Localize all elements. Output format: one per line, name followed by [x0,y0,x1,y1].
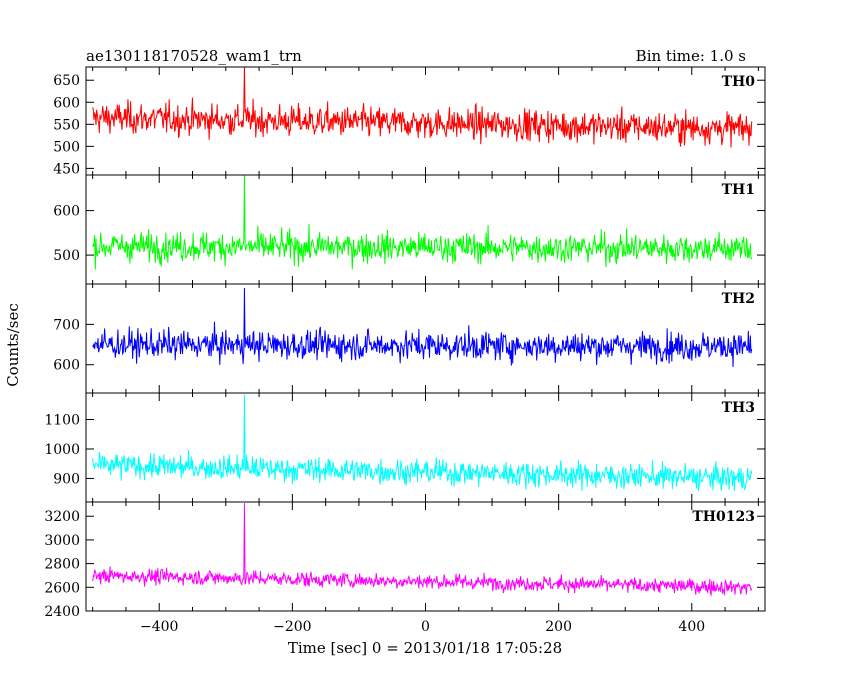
y-tick-label: 2400 [44,604,80,620]
panel-label: TH2 [722,291,755,307]
x-tick-label: 400 [678,619,705,635]
panel-th3: TH3 900 1000 1100 [44,392,766,503]
chart-title: ae130118170528_wam1_trn [86,47,302,65]
x-tick-label: −400 [140,619,178,635]
y-tick-label: 600 [53,95,80,111]
panel-frame [85,174,766,285]
y-tick-label: 2600 [44,580,80,596]
panel-th2: TH2 600 700 [53,283,766,394]
x-axis-label: Time [sec] 0 = 2013/01/18 17:05:28 [288,639,562,657]
x-tick-label: −200 [273,619,311,635]
y-tick-label: 3200 [44,509,80,525]
panel-th1: TH1 500 600 [53,174,766,285]
y-tick-label: 600 [53,358,80,374]
x-tick-label: 0 [421,619,430,635]
panel-label: TH1 [722,182,755,198]
y-tick-label: 650 [53,73,80,89]
panel-th0: TH0 450 500 550 600 650 [53,66,766,177]
y-tick-label: 700 [53,317,80,333]
y-tick-label: 1100 [44,413,80,429]
y-tick-label: 500 [53,139,80,155]
y-tick-label: 600 [53,204,80,220]
series-line-th0123 [92,503,753,597]
y-tick-label: 500 [53,248,80,264]
y-tick-label: 550 [53,117,80,133]
y-axis-label: Counts/sec [4,303,22,387]
series-line-th0 [92,67,753,148]
y-tick-label: 3000 [44,533,80,549]
bin-time-label: Bin time: 1.0 s [636,47,746,65]
y-tick-label: 450 [53,161,80,177]
panel-th0123: TH0123 2400 2600 2800 3000 3200 [44,501,766,620]
panel-label: TH3 [722,400,755,416]
series-line-th2 [92,288,753,367]
y-tick-label: 1000 [44,442,80,458]
y-tick-label: 2800 [44,557,80,573]
panel-label: TH0 [722,74,756,90]
x-tick-label: 200 [545,619,572,635]
panel-label: TH0123 [692,509,755,525]
y-tick-label: 900 [53,471,80,487]
series-line-th3 [92,394,753,492]
panel-frame [85,501,766,612]
series-line-th1 [92,175,753,270]
panel-stack: TH0 450 500 550 600 650 TH1 500 600 TH2 600 700 TH3 9… [44,66,766,635]
